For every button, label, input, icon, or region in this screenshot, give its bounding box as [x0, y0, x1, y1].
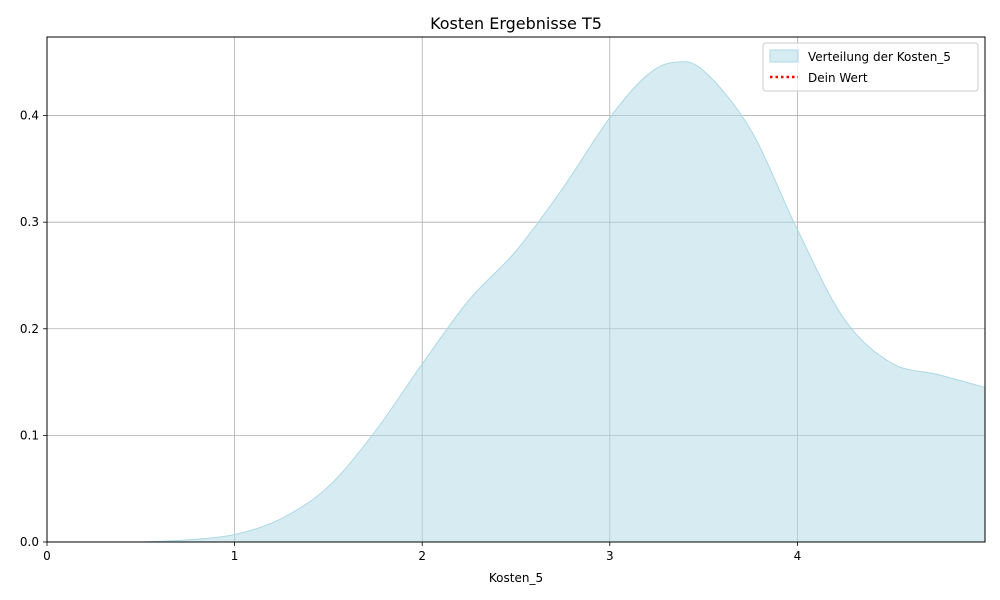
x-tick-label: 4: [794, 549, 802, 563]
legend-label-density: Verteilung der Kosten_5: [808, 50, 951, 64]
legend: Verteilung der Kosten_5 Dein Wert: [762, 42, 979, 92]
density-outline: [140, 61, 986, 543]
x-tick-label: 2: [418, 549, 426, 563]
y-tick-label: 0.2: [20, 322, 39, 336]
plot-frame: [46, 36, 986, 543]
legend-label-your-value: Dein Wert: [808, 71, 868, 85]
density-area: [140, 61, 986, 543]
legend-swatch-density: [769, 49, 799, 63]
y-tick-label: 0.1: [20, 428, 39, 442]
chart-title: Kosten Ergebnisse T5: [430, 14, 602, 33]
y-tick-label: 0.0: [20, 535, 39, 549]
x-axis-ticks: 0 1 2 3 4: [43, 542, 801, 563]
x-tick-label: 1: [231, 549, 239, 563]
series-layer: [140, 61, 986, 543]
x-axis-label: Kosten_5: [489, 571, 543, 585]
y-tick-label: 0.4: [20, 109, 39, 123]
y-axis-ticks: 0.0 0.1 0.2 0.3 0.4: [20, 109, 47, 549]
x-tick-label: 3: [606, 549, 614, 563]
legend-box: [762, 42, 979, 92]
x-tick-label: 0: [43, 549, 51, 563]
y-tick-label: 0.3: [20, 215, 39, 229]
